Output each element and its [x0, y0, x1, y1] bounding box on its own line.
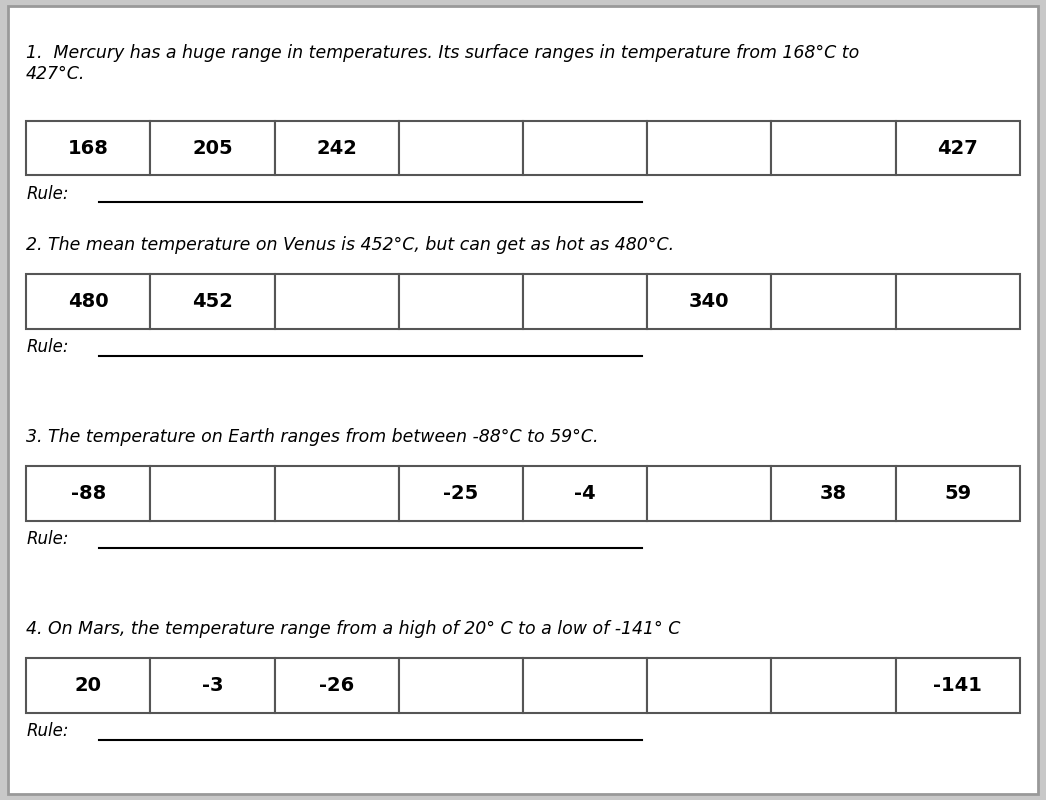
Text: 427: 427 [937, 138, 978, 158]
Text: 205: 205 [192, 138, 233, 158]
Text: -4: -4 [574, 484, 596, 503]
Text: -26: -26 [319, 676, 355, 695]
Bar [647, 121, 771, 175]
Bar [771, 466, 895, 521]
Bar [399, 274, 523, 329]
Bar [647, 658, 771, 713]
Bar [274, 121, 399, 175]
Bar [647, 466, 771, 521]
Bar [274, 658, 399, 713]
Bar [771, 121, 895, 175]
Text: Rule:: Rule: [26, 722, 69, 741]
Text: -141: -141 [933, 676, 982, 695]
Bar [274, 274, 399, 329]
Text: Rule:: Rule: [26, 530, 69, 549]
Text: 340: 340 [689, 292, 729, 311]
Bar [895, 466, 1020, 521]
Bar [895, 274, 1020, 329]
Bar [771, 274, 895, 329]
Bar [399, 658, 523, 713]
Text: Rule:: Rule: [26, 185, 69, 203]
Text: -25: -25 [444, 484, 478, 503]
Bar [647, 274, 771, 329]
Bar [151, 121, 274, 175]
Text: 242: 242 [316, 138, 357, 158]
FancyBboxPatch shape [8, 6, 1038, 794]
Text: 2. The mean temperature on Venus is 452°C, but can get as hot as 480°C.: 2. The mean temperature on Venus is 452°… [26, 236, 675, 254]
Text: 480: 480 [68, 292, 109, 311]
Text: 168: 168 [68, 138, 109, 158]
Text: -3: -3 [202, 676, 223, 695]
Text: 38: 38 [820, 484, 847, 503]
Text: 59: 59 [945, 484, 972, 503]
Text: 20: 20 [74, 676, 101, 695]
Bar [399, 466, 523, 521]
Bar [151, 466, 274, 521]
Bar [523, 658, 647, 713]
Bar [151, 658, 274, 713]
Bar [771, 658, 895, 713]
Bar [274, 466, 399, 521]
Bar [26, 274, 151, 329]
Bar [523, 466, 647, 521]
Bar [26, 121, 151, 175]
Bar [523, 121, 647, 175]
Text: -88: -88 [71, 484, 106, 503]
Text: 4. On Mars, the temperature range from a high of 20° C to a low of -141° C: 4. On Mars, the temperature range from a… [26, 620, 681, 638]
Bar [895, 658, 1020, 713]
Text: Rule:: Rule: [26, 338, 69, 357]
Bar [895, 121, 1020, 175]
Bar [523, 274, 647, 329]
Bar [26, 658, 151, 713]
Bar [151, 274, 274, 329]
Text: 452: 452 [192, 292, 233, 311]
Bar [26, 466, 151, 521]
Text: 3. The temperature on Earth ranges from between -88°C to 59°C.: 3. The temperature on Earth ranges from … [26, 428, 598, 446]
Bar [399, 121, 523, 175]
Text: 1.  Mercury has a huge range in temperatures. Its surface ranges in temperature : 1. Mercury has a huge range in temperatu… [26, 44, 860, 82]
